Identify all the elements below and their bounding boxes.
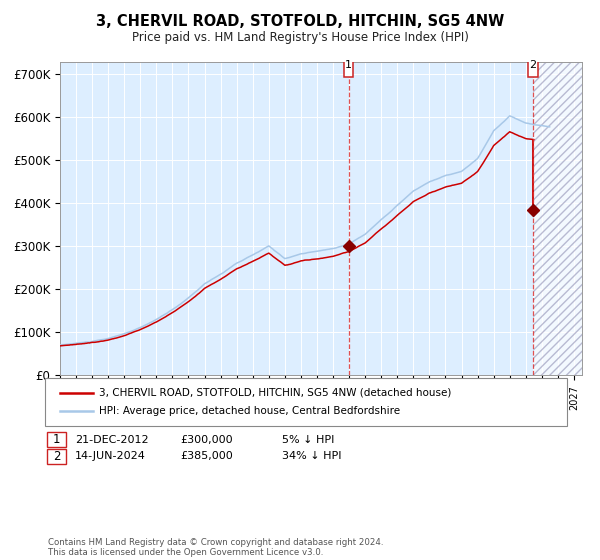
FancyBboxPatch shape: [529, 53, 538, 77]
Text: HPI: Average price, detached house, Central Bedfordshire: HPI: Average price, detached house, Cent…: [99, 406, 400, 416]
Text: £385,000: £385,000: [180, 451, 233, 461]
Text: 3, CHERVIL ROAD, STOTFOLD, HITCHIN, SG5 4NW (detached house): 3, CHERVIL ROAD, STOTFOLD, HITCHIN, SG5 …: [99, 388, 451, 398]
Text: Contains HM Land Registry data © Crown copyright and database right 2024.
This d: Contains HM Land Registry data © Crown c…: [48, 538, 383, 557]
Text: 1: 1: [53, 433, 60, 446]
Bar: [533, 62, 582, 375]
Text: 5% ↓ HPI: 5% ↓ HPI: [282, 435, 334, 445]
Text: 2: 2: [53, 450, 60, 463]
Text: Price paid vs. HM Land Registry's House Price Index (HPI): Price paid vs. HM Land Registry's House …: [131, 31, 469, 44]
Text: 3, CHERVIL ROAD, STOTFOLD, HITCHIN, SG5 4NW: 3, CHERVIL ROAD, STOTFOLD, HITCHIN, SG5 …: [96, 14, 504, 29]
Text: 14-JUN-2024: 14-JUN-2024: [75, 451, 146, 461]
Text: 2: 2: [530, 60, 537, 70]
Text: 21-DEC-2012: 21-DEC-2012: [75, 435, 149, 445]
Text: £300,000: £300,000: [180, 435, 233, 445]
FancyBboxPatch shape: [344, 53, 353, 77]
Text: 1: 1: [345, 60, 352, 70]
Text: 34% ↓ HPI: 34% ↓ HPI: [282, 451, 341, 461]
